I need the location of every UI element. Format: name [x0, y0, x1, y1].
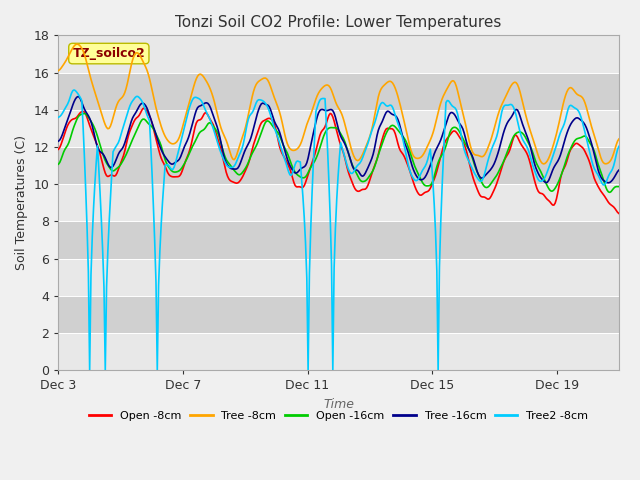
X-axis label: Time: Time — [323, 398, 354, 411]
Bar — [58, 333, 619, 371]
Bar — [58, 36, 619, 72]
Bar — [58, 221, 619, 259]
Text: TZ_soilco2: TZ_soilco2 — [72, 47, 145, 60]
Bar — [58, 72, 619, 110]
Bar — [58, 259, 619, 296]
Bar — [58, 147, 619, 184]
Title: Tonzi Soil CO2 Profile: Lower Temperatures: Tonzi Soil CO2 Profile: Lower Temperatur… — [175, 15, 502, 30]
Bar — [58, 296, 619, 333]
Legend: Open -8cm, Tree -8cm, Open -16cm, Tree -16cm, Tree2 -8cm: Open -8cm, Tree -8cm, Open -16cm, Tree -… — [84, 406, 593, 425]
Bar — [58, 184, 619, 221]
Y-axis label: Soil Temperatures (C): Soil Temperatures (C) — [15, 135, 28, 270]
Bar — [58, 110, 619, 147]
Bar — [58, 0, 619, 36]
